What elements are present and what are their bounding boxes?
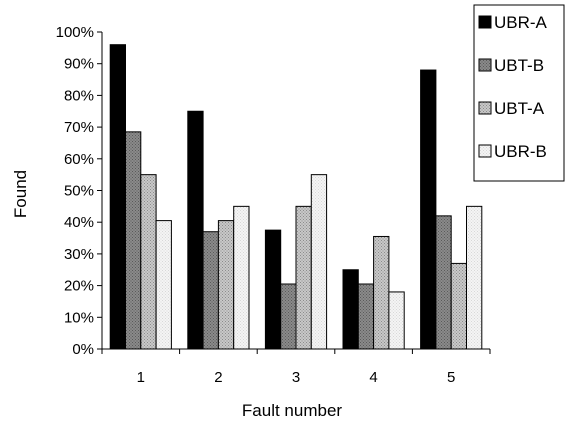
bars: [109, 44, 483, 350]
y-tick-label: 70%: [64, 119, 94, 136]
y-tick-label: 10%: [64, 309, 94, 326]
bar-ubr-b-4: [388, 291, 405, 350]
bar-ubt-b-5: [435, 215, 452, 350]
legend-swatch-ubr-b: [478, 144, 492, 158]
bar-ubt-a-5: [450, 262, 468, 350]
bar-ubr-b-1: [155, 220, 172, 350]
legend: UBR-A UBT-B UBT-A UBR-B: [473, 4, 565, 182]
bar-ubt-b-2: [202, 231, 219, 350]
bar-ubt-a-4: [373, 235, 390, 350]
y-tick-label: 20%: [64, 278, 94, 295]
x-tick-label: 1: [137, 369, 145, 386]
y-tick-label: 50%: [64, 183, 94, 200]
x-tick-label: 2: [214, 369, 222, 386]
bar-ubt-b-3: [280, 283, 297, 350]
bar-ubt-a-3: [295, 205, 312, 350]
x-axis: 1 2 3 4 5: [101, 348, 491, 386]
bar-ubr-b-5: [466, 205, 483, 350]
bar-ubt-b-1: [125, 131, 142, 350]
y-tick-label: 100%: [56, 24, 94, 41]
bar-ubr-a-2: [187, 110, 204, 350]
bar-ubt-b-4: [357, 283, 375, 350]
legend-label-ubt-a: UBT-A: [494, 99, 545, 118]
y-tick-label: 40%: [64, 214, 94, 231]
x-tick-label: 4: [369, 369, 377, 386]
legend-label-ubr-a: UBR-A: [494, 13, 548, 32]
y-tick-label: 60%: [64, 151, 94, 168]
x-tick-label: 3: [292, 369, 300, 386]
bar-ubr-a-1: [109, 44, 126, 350]
x-tick-label: 5: [447, 369, 455, 386]
legend-label-ubt-b: UBT-B: [494, 56, 544, 75]
bar-ubr-a-3: [264, 229, 282, 350]
legend-swatch-ubt-b: [478, 58, 492, 72]
legend-label-ubr-b: UBR-B: [494, 142, 547, 161]
y-tick-label: 90%: [64, 56, 94, 73]
y-axis-title: Found: [11, 170, 30, 218]
bar-ubt-a-1: [140, 174, 157, 350]
bar-ubr-a-5: [420, 69, 437, 350]
bar-ubr-b-3: [310, 174, 328, 350]
x-axis-title: Fault number: [242, 401, 342, 420]
legend-swatch-ubt-a: [478, 101, 492, 115]
bar-ubt-a-2: [217, 220, 235, 350]
y-tick-label: 0%: [72, 341, 94, 358]
y-tick-label: 80%: [64, 87, 94, 104]
legend-swatch-ubr-a: [478, 15, 492, 29]
bar-ubr-b-2: [233, 205, 250, 350]
y-tick-label: 30%: [64, 246, 94, 263]
bar-ubr-a-4: [342, 269, 359, 350]
y-axis: 0% 10% 20% 30% 40% 50% 60% 70% 80% 90% 100%: [56, 24, 103, 358]
